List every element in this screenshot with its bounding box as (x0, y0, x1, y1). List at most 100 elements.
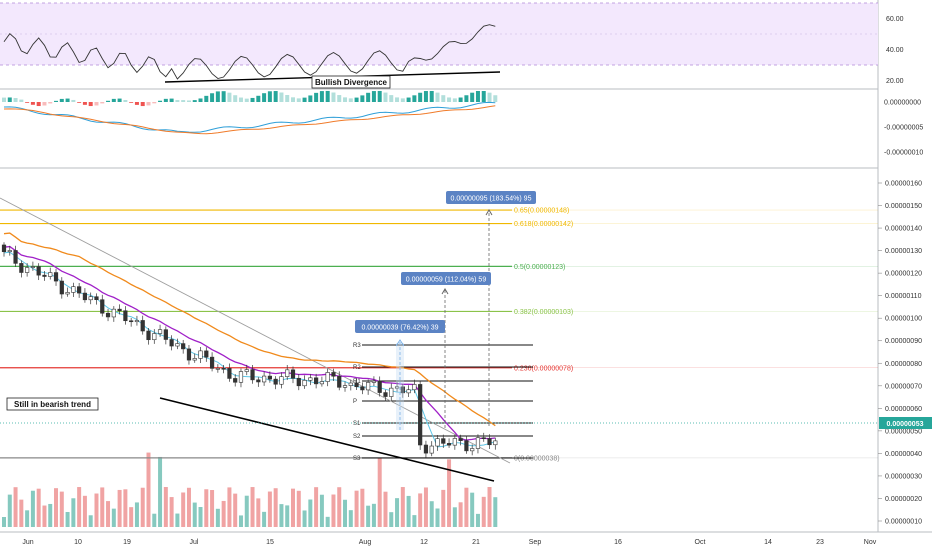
descending-support-line (159, 397, 495, 482)
candle-body (65, 292, 70, 295)
macd-histogram-bar (215, 91, 220, 102)
pivot-label: R2 (353, 365, 361, 371)
macd-histogram-bar (314, 92, 319, 102)
rsi-panel: Bullish Divergence 60.00 40.00 20.00 (0, 2, 904, 89)
volume-bar (435, 508, 440, 527)
macd-histogram-bar (383, 92, 388, 102)
volume-bar (42, 505, 47, 527)
volume-bar (262, 511, 267, 527)
candle-body (111, 308, 116, 318)
macd-histogram-bar (348, 98, 353, 102)
volume-bar (279, 504, 284, 527)
volume-bar (175, 513, 180, 527)
candle-body (377, 380, 382, 393)
volume-bar (117, 489, 122, 527)
macd-histogram-bar (395, 97, 400, 102)
macd-histogram-bar (221, 91, 226, 102)
candle-body (314, 377, 319, 385)
macd-histogram-bar (256, 95, 261, 102)
macd-histogram-bar (487, 92, 492, 102)
candle-body (279, 376, 284, 385)
price-tick-label: 0.00000130 (885, 248, 922, 255)
volume-bar (129, 507, 134, 527)
macd-histogram-bar (475, 91, 480, 102)
volume-bar (65, 512, 70, 527)
volume-bar (331, 494, 336, 527)
macd-histogram-bar (48, 102, 53, 104)
candle-body (1, 244, 7, 253)
candle-body (267, 375, 272, 380)
candle-body (412, 384, 417, 391)
candle-body (418, 384, 423, 446)
candle-body (129, 320, 134, 323)
target-3-box (446, 191, 536, 204)
volume-bar (140, 487, 145, 527)
candle-body (337, 375, 342, 388)
fib-level-label: 0.618(0.00000142) (514, 221, 573, 228)
macd-histogram-bar (279, 92, 284, 102)
candle-body (146, 330, 151, 341)
macd-histogram-bar (59, 98, 64, 102)
volume-bar (423, 487, 428, 527)
volume-bar (13, 487, 18, 527)
volume-bar (163, 487, 168, 527)
volume-bar (238, 515, 243, 527)
candle-body (383, 392, 388, 397)
bearish-trend-label: Still in bearish trend (14, 400, 91, 409)
price-tick-label: 0.00000090 (885, 338, 922, 345)
candle-body (406, 389, 411, 394)
candle-body (464, 440, 469, 452)
macd-histogram-bar (273, 91, 278, 102)
macd-histogram-bar (42, 102, 47, 106)
candle-body (256, 379, 261, 383)
time-axis: Jun 10 19 Jul 15 Aug 12 21 Sep 16 Oct 14 23 Nov (22, 539, 876, 546)
candle-body (400, 386, 405, 394)
rsi-tick-label: 20.00 (886, 78, 904, 85)
price-tick-label: 0.00000010 (885, 519, 922, 526)
volume-bar (244, 495, 249, 527)
price-tick-label: 0.00000020 (885, 496, 922, 503)
candle-body (290, 369, 296, 379)
candle-body (435, 438, 440, 447)
macd-histogram-bar (418, 92, 423, 102)
volume-bar (210, 490, 215, 527)
volume-bar (7, 494, 12, 527)
candle-body (261, 375, 267, 383)
volume-bar (59, 491, 64, 527)
pivot-label: R3 (353, 343, 361, 349)
macd-histogram-bar (140, 102, 145, 107)
volume-bar (348, 510, 353, 527)
macd-histogram-bar (82, 102, 87, 105)
date-tick-label: 23 (816, 539, 824, 546)
date-tick-label: 19 (123, 539, 131, 546)
candle-body (134, 320, 140, 323)
candle-body (446, 443, 452, 446)
macd-histogram-bar (389, 95, 394, 102)
macd-histogram-bar (123, 100, 128, 102)
macd-histogram-bar (30, 102, 35, 105)
macd-tick-label: -0.00000005 (884, 125, 923, 132)
macd-histogram-bar (94, 102, 99, 106)
candle-body (157, 329, 163, 334)
macd-histogram-bar (296, 98, 301, 102)
price-tick-label: 0.00000050 (885, 428, 922, 435)
descending-resistance-line (0, 197, 511, 464)
volume-bar (256, 498, 261, 527)
candle-body (273, 378, 278, 385)
candle-body (169, 339, 174, 347)
candle-body (209, 356, 215, 369)
macd-histogram-bar (129, 102, 134, 103)
candle-body (123, 310, 128, 322)
candle-body (394, 386, 400, 389)
macd-histogram-bar (54, 100, 59, 102)
candle-body (296, 377, 301, 387)
candle-body (481, 437, 486, 440)
macd-histogram-bar (198, 98, 203, 102)
fib-level-label: 0.65(0.00000148) (514, 208, 569, 215)
price-tick-label: 0.00000110 (885, 293, 922, 300)
volume-bar (308, 499, 313, 527)
volume-bar (383, 491, 388, 527)
macd-histogram-bar (447, 97, 452, 102)
macd-histogram-bar (36, 102, 41, 107)
